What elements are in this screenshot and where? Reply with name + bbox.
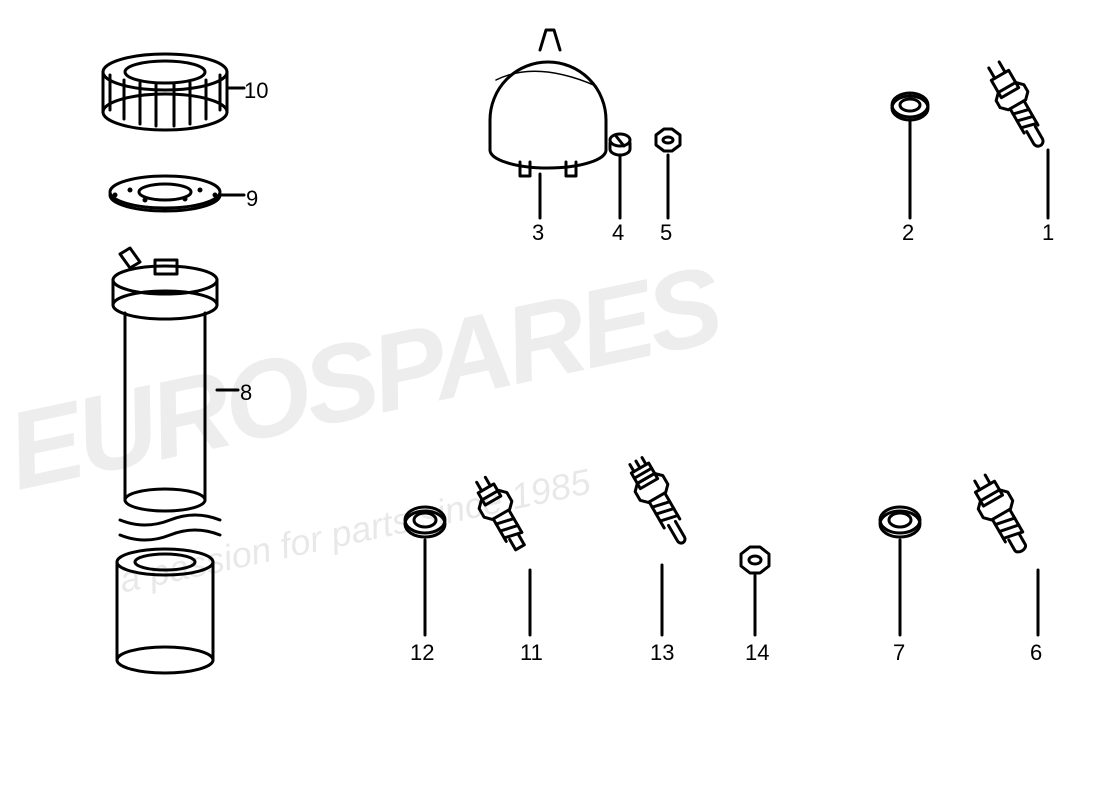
part-6-switch: [965, 470, 1036, 560]
label-1: 1: [1042, 220, 1054, 246]
part-12-seal: [405, 507, 445, 537]
part-8-reservoir: [113, 248, 220, 673]
part-2-seal: [892, 93, 928, 120]
label-8: 8: [240, 380, 252, 406]
parts-drawing: [0, 0, 1100, 800]
part-5-nut: [656, 129, 680, 151]
part-7-seal: [880, 507, 920, 537]
label-7: 7: [893, 640, 905, 666]
label-2: 2: [902, 220, 914, 246]
part-11-switch: [467, 472, 534, 556]
part-10-cap: [103, 54, 227, 130]
label-3: 3: [532, 220, 544, 246]
label-4: 4: [612, 220, 624, 246]
label-11: 11: [520, 640, 543, 666]
label-13: 13: [650, 640, 674, 666]
part-13-sender: [622, 453, 697, 550]
label-10: 10: [244, 78, 268, 104]
part-1-sensor: [980, 57, 1054, 154]
label-12: 12: [410, 640, 434, 666]
part-14-nut: [741, 547, 769, 573]
part-3-sender: [490, 30, 606, 176]
part-9-gasket: [110, 176, 220, 211]
label-5: 5: [660, 220, 672, 246]
label-14: 14: [745, 640, 769, 666]
diagram-canvas: EUROSPARES a passion for parts since 198…: [0, 0, 1100, 800]
label-6: 6: [1030, 640, 1042, 666]
part-4-lockwasher: [610, 134, 630, 155]
label-9: 9: [246, 186, 258, 212]
